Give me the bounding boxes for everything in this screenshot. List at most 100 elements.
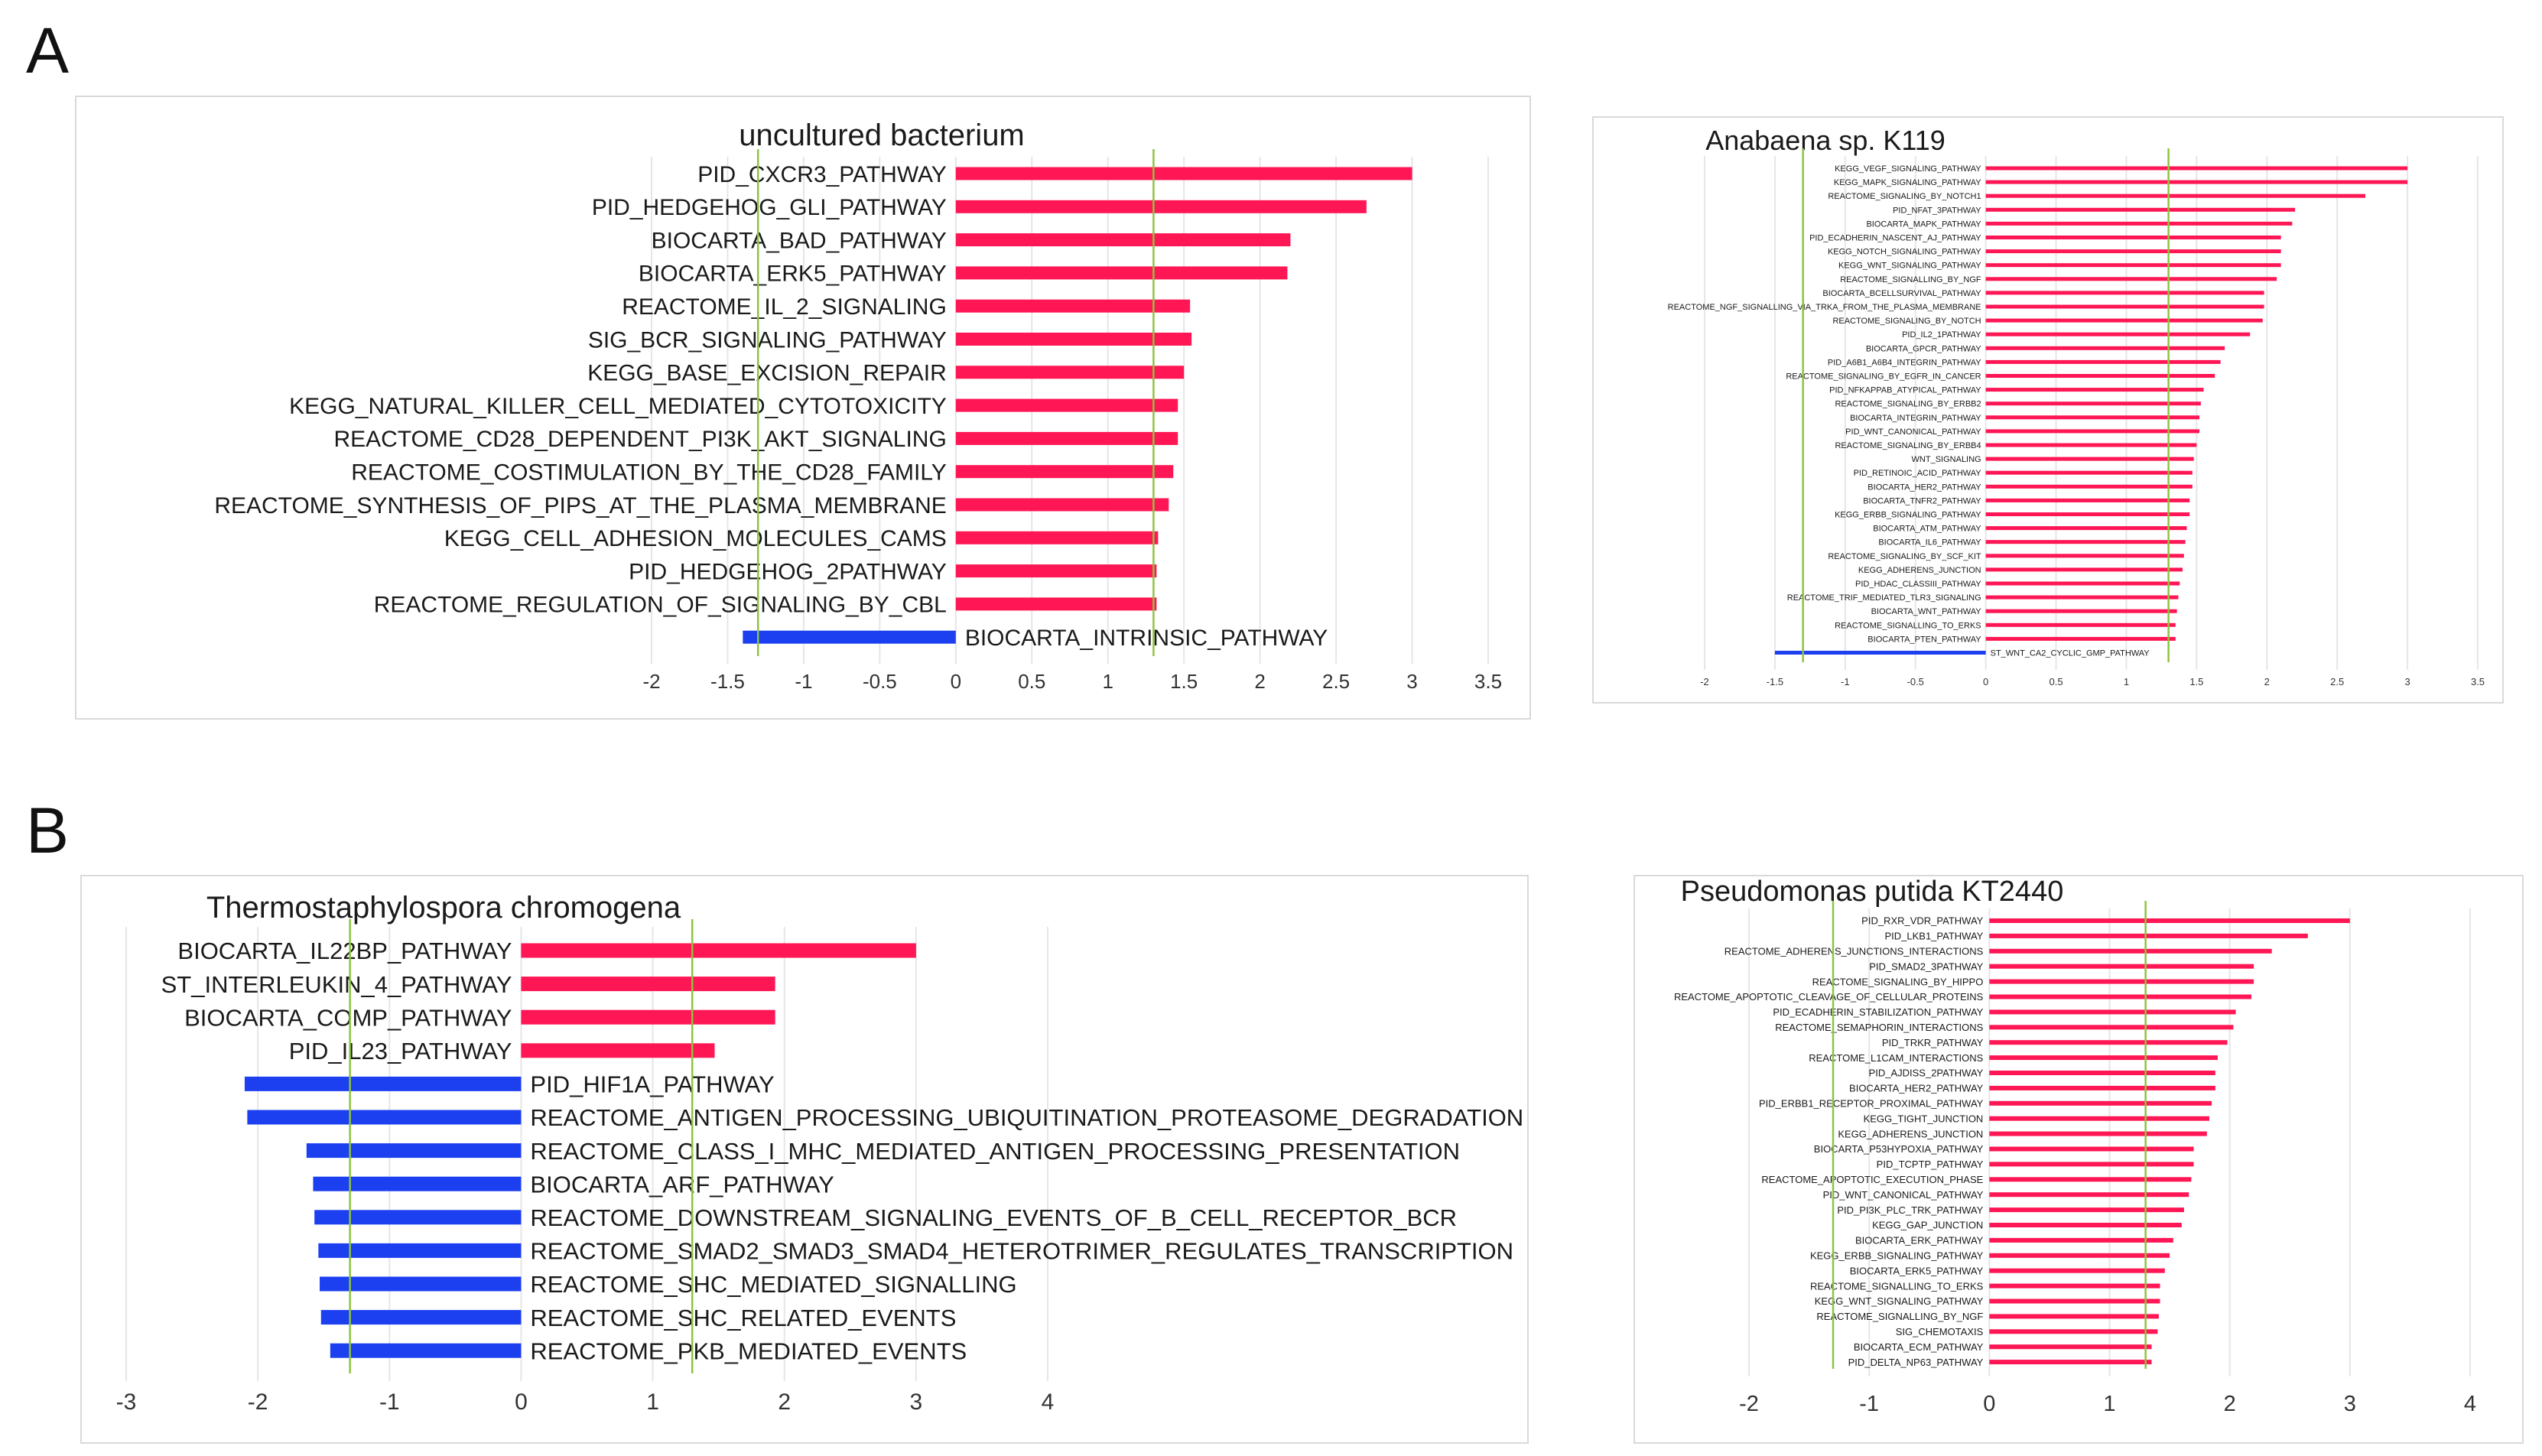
uncultured-bar: [955, 431, 1178, 445]
thermo-bar: [330, 1343, 522, 1358]
anabaena-bar: [1985, 207, 2296, 212]
anabaena-category-label: KEGG_WNT_SIGNALING_PATHWAY: [1838, 262, 1981, 271]
pseudo-category-label: PID_RXR_VDR_PATHWAY: [1861, 915, 1983, 927]
anabaena-x-tick-label: 0: [1983, 676, 1988, 687]
anabaena-category-label: REACTOME_SIGNALING_BY_NOTCH: [1832, 317, 1981, 326]
pseudo-bar: [1989, 1085, 2215, 1090]
thermo-x-tick-label: -1: [379, 1389, 400, 1415]
anabaena-bar: [1985, 304, 2264, 309]
anabaena-bar: [1985, 263, 2281, 268]
thermo-x-tick-label: 0: [515, 1389, 528, 1415]
uncultured-bar: [955, 465, 1174, 479]
uncultured-chart-title: uncultured bacterium: [739, 119, 1025, 152]
pseudo-bar: [1989, 1131, 2207, 1136]
thermo-category-label: BIOCARTA_IL22BP_PATHWAY: [177, 938, 512, 964]
pseudo-x-tick-label: 4: [2464, 1392, 2476, 1416]
anabaena-category-label: ST_WNT_CA2_CYCLIC_GMP_PATHWAY: [1991, 648, 2150, 658]
pseudo-bar: [1989, 1009, 2236, 1015]
anabaena-bar: [1985, 484, 2193, 489]
pseudo-category-label: KEGG_TIGHT_JUNCTION: [1864, 1113, 1984, 1124]
anabaena-bar: [1985, 221, 2293, 226]
pseudo-x-tick-label: -2: [1739, 1392, 1759, 1416]
anabaena-x-tick-label: -0.5: [1907, 676, 1924, 687]
anabaena-bar: [1985, 359, 2221, 364]
uncultured-x-tick-label: -2: [642, 670, 660, 693]
anabaena-x-tick-label: 1.5: [2189, 676, 2203, 687]
uncultured-category-label: PID_HEDGEHOG_GLI_PATHWAY: [592, 195, 947, 220]
anabaena-category-label: PID_WNT_CANONICAL_PATHWAY: [1845, 427, 1981, 437]
pseudo-category-label: REACTOME_APOPTOTIC_CLEAVAGE_OF_CELLULAR_…: [1674, 991, 1984, 1003]
anabaena-x-tick-label: 1: [2124, 676, 2129, 687]
anabaena-bar: [1985, 470, 2193, 475]
pseudo-bar: [1989, 1360, 2152, 1365]
uncultured-category-label: PID_CXCR3_PATHWAY: [697, 162, 947, 187]
anabaena-category-label: BIOCARTA_INTEGRIN_PATHWAY: [1850, 414, 1981, 423]
uncultured-bar: [955, 333, 1192, 346]
anabaena-category-label: PID_ECADHERIN_NASCENT_AJ_PATHWAY: [1809, 233, 1981, 242]
uncultured-category-label: BIOCARTA_INTRINSIC_PATHWAY: [965, 626, 1328, 651]
anabaena-bar: [1985, 540, 2186, 544]
pseudo-category-label: PID_TCPTP_PATHWAY: [1877, 1159, 1984, 1170]
uncultured-x-tick-label: 2: [1254, 670, 1265, 693]
pseudo-category-label: PID_WNT_CANONICAL_PATHWAY: [1823, 1189, 1984, 1201]
pseudo-category-label: KEGG_WNT_SIGNALING_PATHWAY: [1815, 1295, 1984, 1307]
uncultured-x-tick-label: 2.5: [1322, 670, 1350, 693]
anabaena-bar: [1985, 388, 2204, 392]
thermo-bar: [318, 1243, 522, 1258]
anabaena-x-tick-label: 3: [2404, 676, 2410, 687]
anabaena-category-label: PID_NFKAPPAB_ATYPICAL_PATHWAY: [1829, 386, 1981, 395]
pseudo-bar: [1989, 933, 2308, 938]
thermo-category-label: ST_INTERLEUKIN_4_PATHWAY: [161, 971, 512, 998]
thermo-bar: [314, 1210, 522, 1225]
thermo-bar: [521, 943, 916, 958]
thermo-category-label: BIOCARTA_ARF_PATHWAY: [530, 1171, 834, 1198]
anabaena-category-label: PID_HDAC_CLASSIII_PATHWAY: [1855, 580, 1981, 589]
pseudo-bar: [1989, 979, 2254, 984]
pseudo-bar: [1989, 1344, 2152, 1350]
anabaena-category-label: BIOCARTA_GPCR_PATHWAY: [1866, 344, 1981, 353]
pseudo-category-label: PID_DELTA_NP63_PATHWAY: [1848, 1357, 1984, 1368]
anabaena-category-label: KEGG_VEGF_SIGNALING_PATHWAY: [1835, 164, 1981, 174]
uncultured-category-label: REACTOME_COSTIMULATION_BY_THE_CD28_FAMIL…: [351, 460, 947, 486]
uncultured-category-label: REACTOME_SYNTHESIS_OF_PIPS_AT_THE_PLASMA…: [214, 493, 947, 518]
anabaena-category-label: REACTOME_SIGNALING_BY_EGFR_IN_CANCER: [1786, 372, 1981, 381]
anabaena-bar: [1985, 595, 2179, 600]
pseudo-category-label: REACTOME_APOPTOTIC_EXECUTION_PHASE: [1761, 1174, 1983, 1185]
uncultured-x-tick-label: 0: [951, 670, 961, 693]
pseudo-chart-title: Pseudomonas putida KT2440: [1681, 876, 2064, 908]
uncultured-x-tick-label: -1: [795, 670, 812, 693]
pseudo-bar: [1989, 1162, 2194, 1167]
anabaena-x-tick-label: -1: [1841, 676, 1850, 687]
pseudo-bar: [1989, 918, 2350, 923]
anabaena-category-label: BIOCARTA_WNT_PATHWAY: [1871, 607, 1982, 616]
pseudo-category-label: BIOCARTA_HER2_PATHWAY: [1849, 1083, 1984, 1094]
pseudo-bar: [1989, 1177, 2192, 1182]
pseudo-category-label: PID_SMAD2_3PATHWAY: [1869, 960, 1983, 972]
pseudo-category-label: BIOCARTA_P53HYPOXIA_PATHWAY: [1814, 1143, 1984, 1155]
anabaena-bar: [1774, 651, 1986, 655]
anabaena-chart-title: Anabaena sp. K119: [1705, 125, 1946, 156]
anabaena-bar: [1985, 609, 2177, 613]
thermo-x-tick-label: 3: [910, 1389, 923, 1415]
thermo-bar: [306, 1143, 522, 1159]
anabaena-bar: [1985, 567, 2183, 572]
pseudo-category-label: REACTOME_SIGNALLING_BY_NGF: [1816, 1311, 1983, 1322]
pseudo-bar: [1989, 1329, 2158, 1334]
anabaena-bar: [1985, 443, 2197, 447]
thermo-category-label: REACTOME_ANTIGEN_PROCESSING_UBIQUITINATI…: [530, 1104, 1523, 1131]
anabaena-x-tick-label: -1.5: [1767, 676, 1783, 687]
anabaena-bar: [1985, 526, 2187, 531]
anabaena-category-label: REACTOME_SIGNALING_BY_ERBB2: [1835, 400, 1981, 409]
pseudo-category-label: PID_AJDISS_2PATHWAY: [1869, 1068, 1984, 1079]
anabaena-bar: [1985, 498, 2190, 502]
thermo-bar: [247, 1110, 522, 1125]
pseudo-bar: [1989, 1268, 2165, 1273]
uncultured-bar: [955, 167, 1412, 180]
uncultured-bar: [955, 200, 1367, 213]
pseudo-bar: [1989, 1192, 2189, 1198]
pseudo-bar: [1989, 1055, 2218, 1061]
anabaena-bar: [1985, 622, 2176, 627]
pseudo-category-label: BIOCARTA_ECM_PATHWAY: [1854, 1341, 1984, 1353]
anabaena-bar: [1985, 401, 2201, 406]
anabaena-bar: [1985, 374, 2215, 378]
